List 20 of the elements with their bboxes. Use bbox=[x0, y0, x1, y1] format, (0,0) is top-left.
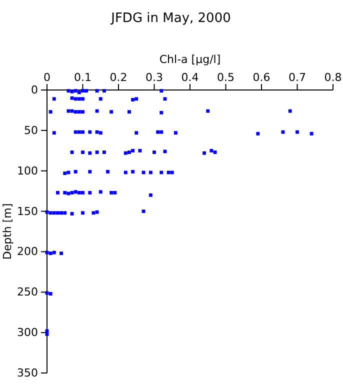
y-tick-label: 300 bbox=[17, 326, 38, 340]
y-tick-label: 350 bbox=[17, 366, 38, 380]
y-tick-label: 150 bbox=[17, 204, 38, 218]
y-axis-title: Depth [m] bbox=[1, 203, 14, 260]
y-tick-label: 50 bbox=[24, 124, 38, 137]
y-tick-label: 0 bbox=[31, 84, 38, 97]
y-tick-label: 250 bbox=[17, 286, 38, 299]
x-tick-label: 0.2 bbox=[110, 71, 128, 84]
x-tick-label: 0.5 bbox=[217, 71, 234, 84]
x-tick-label: 0.7 bbox=[288, 71, 306, 84]
chart-title: JFDG in May, 2000 bbox=[110, 11, 231, 26]
x-tick-label: 0.3 bbox=[146, 71, 163, 84]
y-tick-label: 100 bbox=[17, 164, 38, 178]
x-tick-label: 0.8 bbox=[324, 71, 342, 84]
y-tick-label: 200 bbox=[17, 245, 38, 258]
x-tick-label: 0.1 bbox=[74, 71, 92, 84]
x-tick-label: 0.6 bbox=[252, 71, 270, 84]
x-axis-title: Chl-a [µg/l] bbox=[159, 53, 221, 66]
x-tick-label: 0.4 bbox=[181, 71, 199, 84]
x-tick-label: 0 bbox=[44, 71, 50, 84]
